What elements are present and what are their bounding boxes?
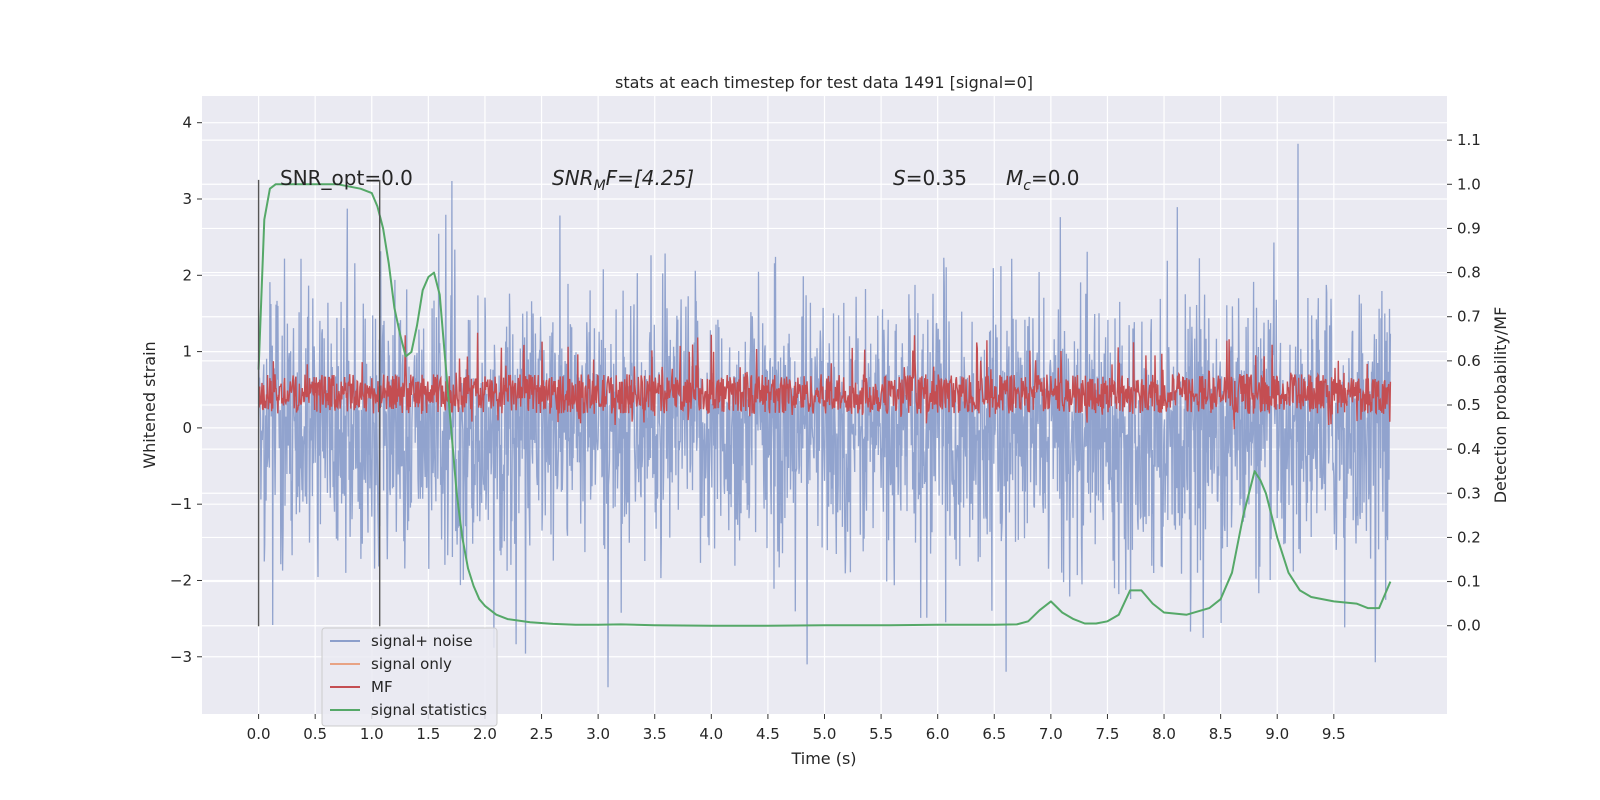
x-tick-label: 9.0 — [1265, 725, 1289, 743]
snr-mf-base: SNR — [552, 166, 594, 190]
x-tick-label: 6.5 — [982, 725, 1006, 743]
right-y-tick-label: 1.0 — [1457, 175, 1481, 193]
x-axis-label: Time (s) — [790, 749, 856, 768]
right-y-tick-label: 0.2 — [1457, 528, 1481, 546]
annotation-snr-mf: SNRMF=[4.25] — [552, 166, 694, 194]
legend: signal+ noise signal only MF signal stat… — [321, 627, 498, 727]
x-tick-label: 2.0 — [473, 725, 497, 743]
right-y-axis-label: Detection probability/MF — [1491, 307, 1510, 504]
right-y-tick-label: 0.1 — [1457, 573, 1481, 591]
series-signal-statistics — [257, 183, 1392, 627]
left-y-tick-label: 2 — [182, 266, 192, 284]
right-y-tick-label: 0.4 — [1457, 440, 1481, 458]
right-y-tick-label: 0.9 — [1457, 219, 1481, 237]
s-symbol: S — [893, 166, 906, 190]
legend-label-signal-only: signal only — [371, 655, 452, 673]
series-layer — [257, 143, 1392, 688]
right-y-tick-label: 1.1 — [1457, 131, 1481, 149]
right-y-tick-label: 0.0 — [1457, 617, 1481, 635]
x-tick-label: 0.0 — [247, 725, 271, 743]
left-y-axis-label: Whitened strain — [140, 341, 159, 468]
x-tick-label: 0.5 — [303, 725, 327, 743]
x-tick-label: 2.5 — [530, 725, 554, 743]
x-tick-label: 3.5 — [643, 725, 667, 743]
x-tick-label: 8.5 — [1209, 725, 1233, 743]
annotation-s: S=0.35 — [893, 166, 967, 190]
chart-title: stats at each timestep for test data 149… — [615, 73, 1033, 92]
left-y-axis-ticks: −3 −2 −1 0 1 2 3 4 — [170, 114, 202, 666]
legend-label-signal-noise: signal+ noise — [371, 632, 473, 650]
x-tick-label: 1.0 — [360, 725, 384, 743]
snr-mf-sub: M — [594, 178, 606, 194]
x-tick-label: 5.5 — [869, 725, 893, 743]
x-tick-label: 5.0 — [813, 725, 837, 743]
snr-mf-rest: F=[4.25] — [606, 166, 694, 190]
vertical-markers — [257, 179, 381, 627]
x-tick-label: 7.0 — [1039, 725, 1063, 743]
x-tick-label: 3.0 — [586, 725, 610, 743]
right-y-axis-ticks: 0.0 0.1 0.2 0.3 0.4 0.5 0.6 0.7 0.8 0.9 1.0 1.1 — [1447, 131, 1481, 635]
x-tick-label: 4.0 — [699, 725, 723, 743]
left-y-tick-label: −3 — [170, 648, 192, 666]
series-mf — [258, 332, 1392, 430]
right-y-tick-label: 0.3 — [1457, 484, 1481, 502]
legend-label-mf: MF — [371, 678, 393, 696]
x-tick-label: 7.5 — [1096, 725, 1120, 743]
legend-box — [321, 627, 498, 727]
annotation-snr-opt: SNR_opt=0.0 — [280, 166, 413, 190]
mc-symbol: M — [1006, 166, 1023, 190]
legend-label-signal-statistics: signal statistics — [371, 701, 487, 719]
right-y-tick-label: 0.8 — [1457, 264, 1481, 282]
x-tick-label: 8.0 — [1152, 725, 1176, 743]
left-y-tick-label: −2 — [170, 571, 192, 589]
mc-value: =0.0 — [1031, 166, 1080, 190]
annotation-mc: Mc=0.0 — [1006, 166, 1080, 194]
s-value: =0.35 — [906, 166, 967, 190]
right-y-tick-label: 0.6 — [1457, 352, 1481, 370]
left-y-tick-label: 3 — [182, 190, 192, 208]
left-y-tick-label: 1 — [182, 343, 192, 361]
left-y-tick-label: 0 — [182, 419, 192, 437]
x-tick-label: 9.5 — [1322, 725, 1346, 743]
x-tick-label: 1.5 — [416, 725, 440, 743]
x-tick-label: 4.5 — [756, 725, 780, 743]
right-y-tick-label: 0.5 — [1457, 396, 1481, 414]
x-axis-ticks: 0.0 0.5 1.0 1.5 2.0 2.5 3.0 3.5 4.0 4.5 5.0 5.5 6.0 6… — [247, 714, 1346, 743]
left-y-tick-label: −1 — [170, 495, 192, 513]
left-y-tick-label: 4 — [182, 114, 192, 132]
right-y-tick-label: 0.7 — [1457, 308, 1481, 326]
mc-sub: c — [1023, 178, 1031, 194]
x-tick-label: 6.0 — [926, 725, 950, 743]
